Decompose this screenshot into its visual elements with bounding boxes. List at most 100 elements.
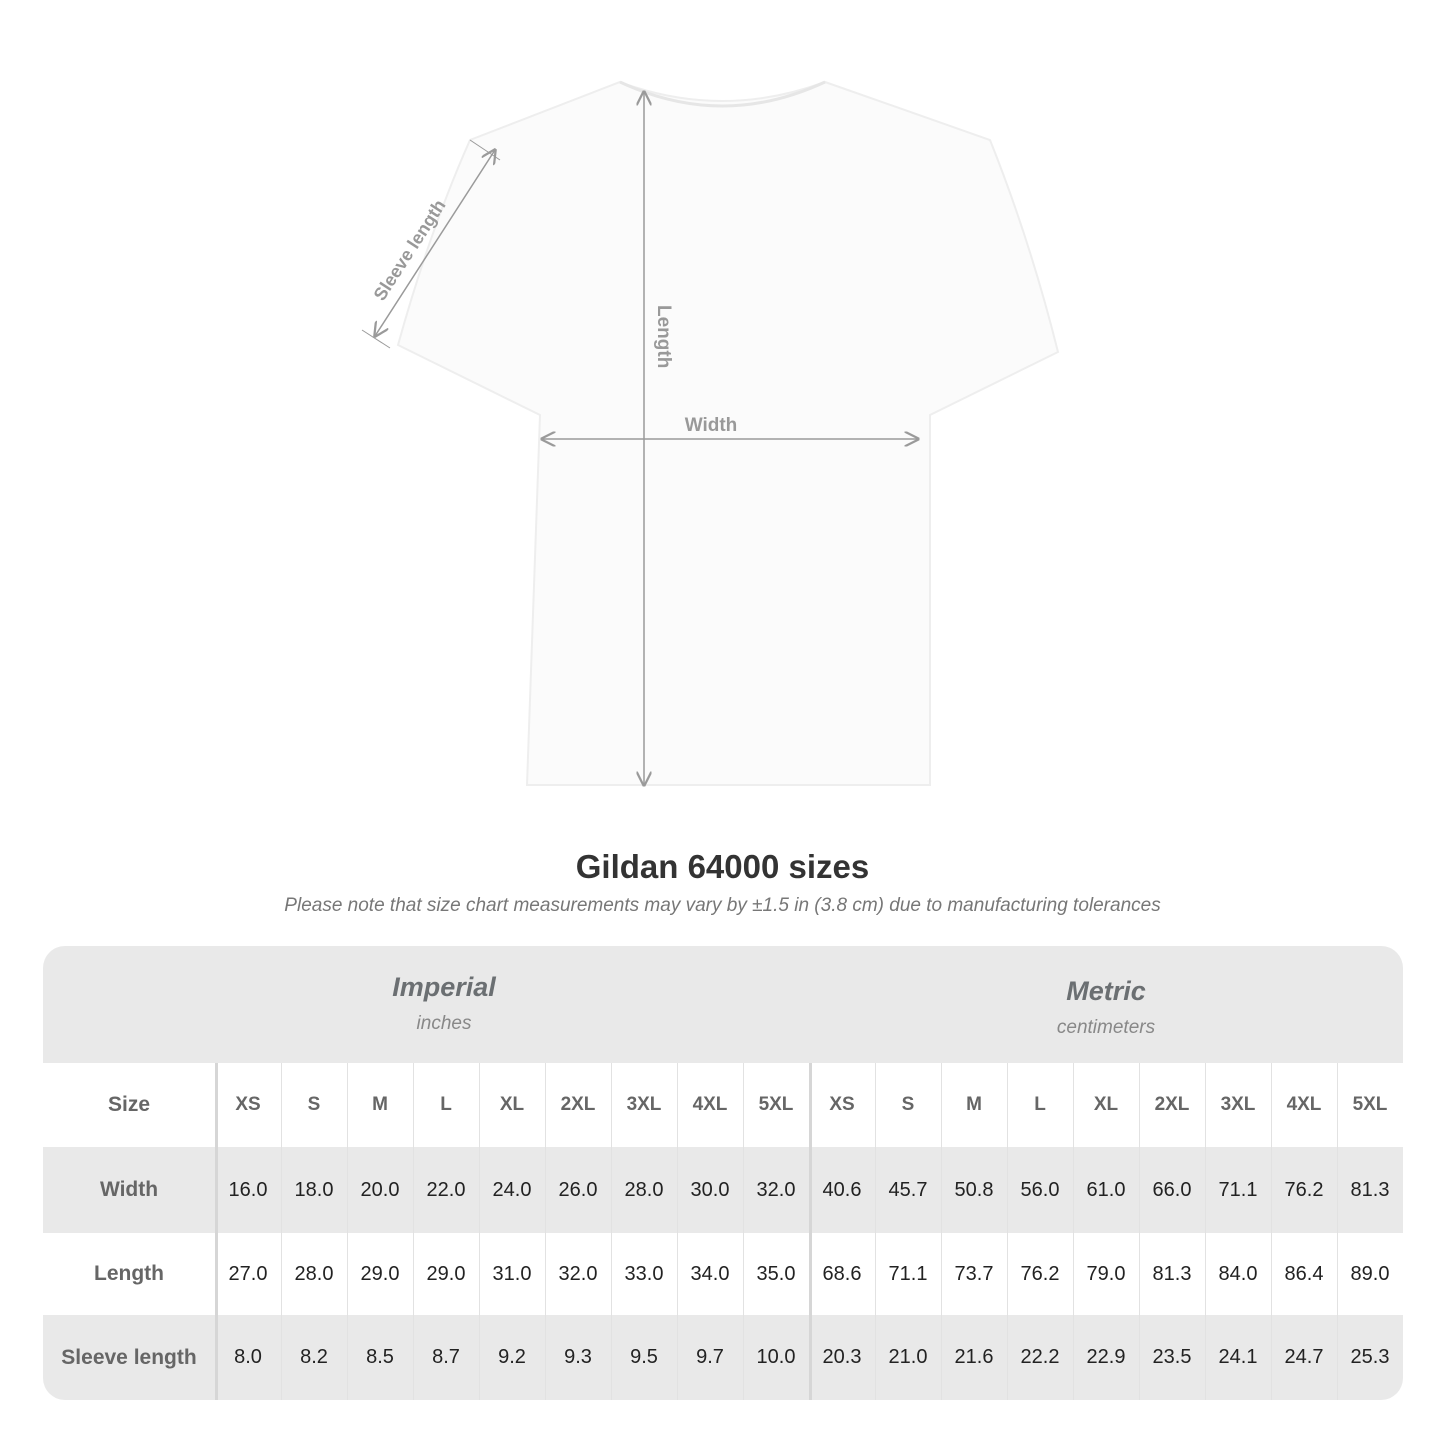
metric-header: Metric centimeters [809, 976, 1403, 1093]
length-label: Length [653, 305, 674, 368]
imperial-title: Imperial [392, 972, 496, 1002]
metric-size-header: 2XL [1154, 1094, 1190, 1115]
imperial-value: 29.0 [426, 1262, 466, 1285]
metric-size-header: 3XL [1220, 1094, 1256, 1115]
row-label: Width [99, 1178, 159, 1201]
metric-value: 71.1 [1218, 1178, 1258, 1201]
imperial-value: 33.0 [624, 1262, 664, 1285]
metric-value: 81.3 [1350, 1178, 1390, 1201]
column-divider [677, 1063, 678, 1400]
metric-value: 73.7 [954, 1262, 994, 1285]
metric-value: 89.0 [1350, 1262, 1390, 1285]
sleeve-arrow [375, 150, 495, 336]
imperial-unit: inches [416, 1013, 472, 1034]
row-label: Length [94, 1262, 164, 1285]
metric-value: 21.0 [888, 1346, 928, 1368]
row-label: Sleeve length [61, 1345, 197, 1369]
column-divider [413, 1063, 414, 1400]
metric-value: 71.1 [888, 1262, 928, 1285]
metric-value: 20.3 [822, 1346, 862, 1368]
imperial-value: 35.0 [756, 1262, 796, 1285]
metric-size-header: 4XL [1286, 1094, 1322, 1115]
imperial-value: 28.0 [294, 1262, 334, 1285]
metric-value: 86.4 [1284, 1262, 1324, 1285]
imperial-size-header: XS [235, 1094, 261, 1115]
row-band [43, 1147, 1403, 1233]
column-divider [215, 1063, 218, 1400]
metric-value: 68.6 [822, 1262, 862, 1285]
imperial-size-header: 2XL [560, 1094, 596, 1115]
width-label: Width [685, 415, 738, 436]
tshirt-diagram: Sleeve length Length Width [361, 80, 1060, 820]
imperial-value: 20.0 [360, 1178, 400, 1201]
imperial-header: Imperial inches [215, 972, 673, 1089]
imperial-value: 26.0 [558, 1178, 598, 1201]
imperial-value: 16.0 [228, 1178, 268, 1201]
metric-size-header: L [1034, 1094, 1046, 1115]
column-divider [281, 1063, 282, 1400]
imperial-value: 8.5 [366, 1346, 394, 1368]
imperial-value: 24.0 [492, 1178, 532, 1201]
metric-value: 24.1 [1218, 1346, 1258, 1368]
imperial-value: 32.0 [558, 1262, 598, 1285]
imperial-size-header: M [372, 1094, 388, 1115]
metric-value: 22.2 [1020, 1346, 1060, 1368]
imperial-size-header: 4XL [692, 1094, 728, 1115]
imperial-value: 9.3 [564, 1346, 592, 1368]
column-divider [875, 1063, 876, 1400]
row-band [43, 1315, 1403, 1400]
metric-value: 81.3 [1152, 1262, 1192, 1285]
size-header: Size [107, 1093, 151, 1116]
metric-value: 23.5 [1152, 1346, 1192, 1368]
metric-value: 61.0 [1086, 1178, 1126, 1201]
column-divider [1271, 1063, 1272, 1400]
imperial-value: 8.7 [432, 1346, 460, 1368]
imperial-value: 8.0 [234, 1346, 262, 1368]
column-divider [545, 1063, 546, 1400]
metric-title: Metric [1066, 976, 1146, 1006]
tolerance-note: Please note that size chart measurements… [284, 895, 1161, 916]
imperial-value: 28.0 [624, 1178, 664, 1201]
imperial-value: 18.0 [294, 1178, 334, 1201]
metric-size-header: XS [829, 1094, 855, 1115]
metric-unit: centimeters [1056, 1017, 1156, 1038]
imperial-value: 9.2 [498, 1346, 526, 1368]
metric-size-header: 5XL [1352, 1094, 1388, 1115]
column-divider [347, 1063, 348, 1400]
imperial-value: 10.0 [756, 1346, 796, 1368]
metric-value: 50.8 [954, 1178, 994, 1201]
metric-value: 56.0 [1020, 1178, 1060, 1201]
size-table: Imperial inches Metric centimeters Size X… [43, 946, 1403, 1400]
imperial-value: 30.0 [690, 1178, 730, 1201]
metric-value: 76.2 [1020, 1262, 1060, 1285]
imperial-value: 31.0 [492, 1262, 532, 1285]
metric-value: 76.2 [1284, 1178, 1324, 1201]
column-divider [1007, 1063, 1008, 1400]
column-divider [809, 1063, 812, 1400]
metric-value: 84.0 [1218, 1262, 1258, 1285]
metric-size-header: XL [1093, 1094, 1119, 1115]
imperial-value: 27.0 [228, 1262, 268, 1285]
column-divider [611, 1063, 612, 1400]
imperial-value: 9.5 [630, 1346, 658, 1368]
column-divider [1073, 1063, 1074, 1400]
metric-size-header: S [901, 1094, 915, 1115]
metric-value: 21.6 [954, 1346, 994, 1368]
imperial-size-header: XL [499, 1094, 525, 1115]
imperial-size-header: L [440, 1094, 452, 1115]
metric-value: 22.9 [1086, 1346, 1126, 1368]
column-divider [743, 1063, 744, 1400]
imperial-value: 9.7 [696, 1346, 724, 1368]
metric-value: 24.7 [1284, 1346, 1324, 1368]
imperial-value: 32.0 [756, 1178, 796, 1201]
metric-value: 40.6 [822, 1178, 862, 1201]
column-divider [1205, 1063, 1206, 1400]
metric-value: 25.3 [1350, 1346, 1390, 1368]
imperial-size-header: S [307, 1094, 321, 1115]
imperial-value: 22.0 [426, 1178, 466, 1201]
page-title: Gildan 64000 sizes [575, 848, 870, 885]
metric-value: 79.0 [1086, 1262, 1126, 1285]
metric-value: 45.7 [888, 1178, 928, 1201]
column-divider [1139, 1063, 1140, 1400]
imperial-value: 29.0 [360, 1262, 400, 1285]
